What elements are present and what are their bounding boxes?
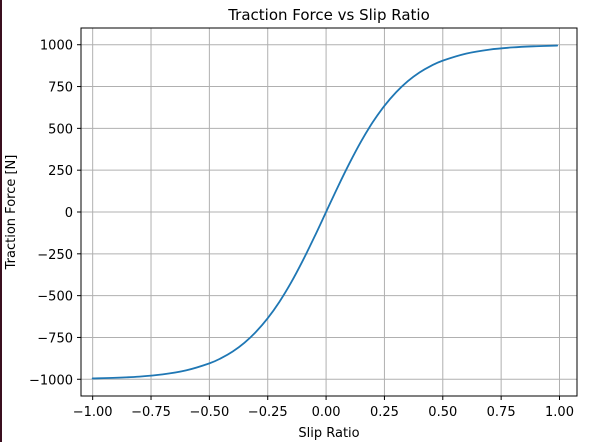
x-tick-label: 0.50 — [428, 405, 457, 420]
y-tick-label: −750 — [37, 331, 73, 346]
y-tick-label: 0 — [65, 206, 73, 221]
ticks: −1.00 −0.75 −0.50 −0.25 0.00 0.25 0.50 0.75 1.00… — [29, 39, 574, 420]
x-tick-label: 0.75 — [487, 405, 516, 420]
left-edge-strip — [0, 0, 2, 442]
y-tick-label: 1000 — [40, 39, 73, 54]
x-tick-label: −1.00 — [73, 405, 113, 420]
y-axis-label: Traction Force [N] — [4, 155, 19, 271]
y-tick-label: 250 — [48, 164, 73, 179]
y-tick-label: 500 — [48, 122, 73, 137]
series-line — [91, 44, 559, 380]
x-tick-label: −0.25 — [248, 405, 288, 420]
x-tick-label: 0.25 — [370, 405, 399, 420]
y-tick-label: 750 — [48, 81, 73, 96]
y-tick-label: −1000 — [29, 373, 73, 388]
y-tick-label: −500 — [37, 290, 73, 305]
x-tick-label: −0.50 — [189, 405, 229, 420]
grid — [81, 28, 577, 396]
y-tick-label: −250 — [37, 248, 73, 263]
x-tick-label: 0.00 — [312, 405, 341, 420]
x-tick-label: −0.75 — [131, 405, 171, 420]
series-layer — [91, 44, 559, 380]
x-axis-label: Slip Ratio — [298, 426, 359, 441]
x-tick-label: 1.00 — [545, 405, 574, 420]
chart-title: Traction Force vs Slip Ratio — [227, 6, 430, 24]
